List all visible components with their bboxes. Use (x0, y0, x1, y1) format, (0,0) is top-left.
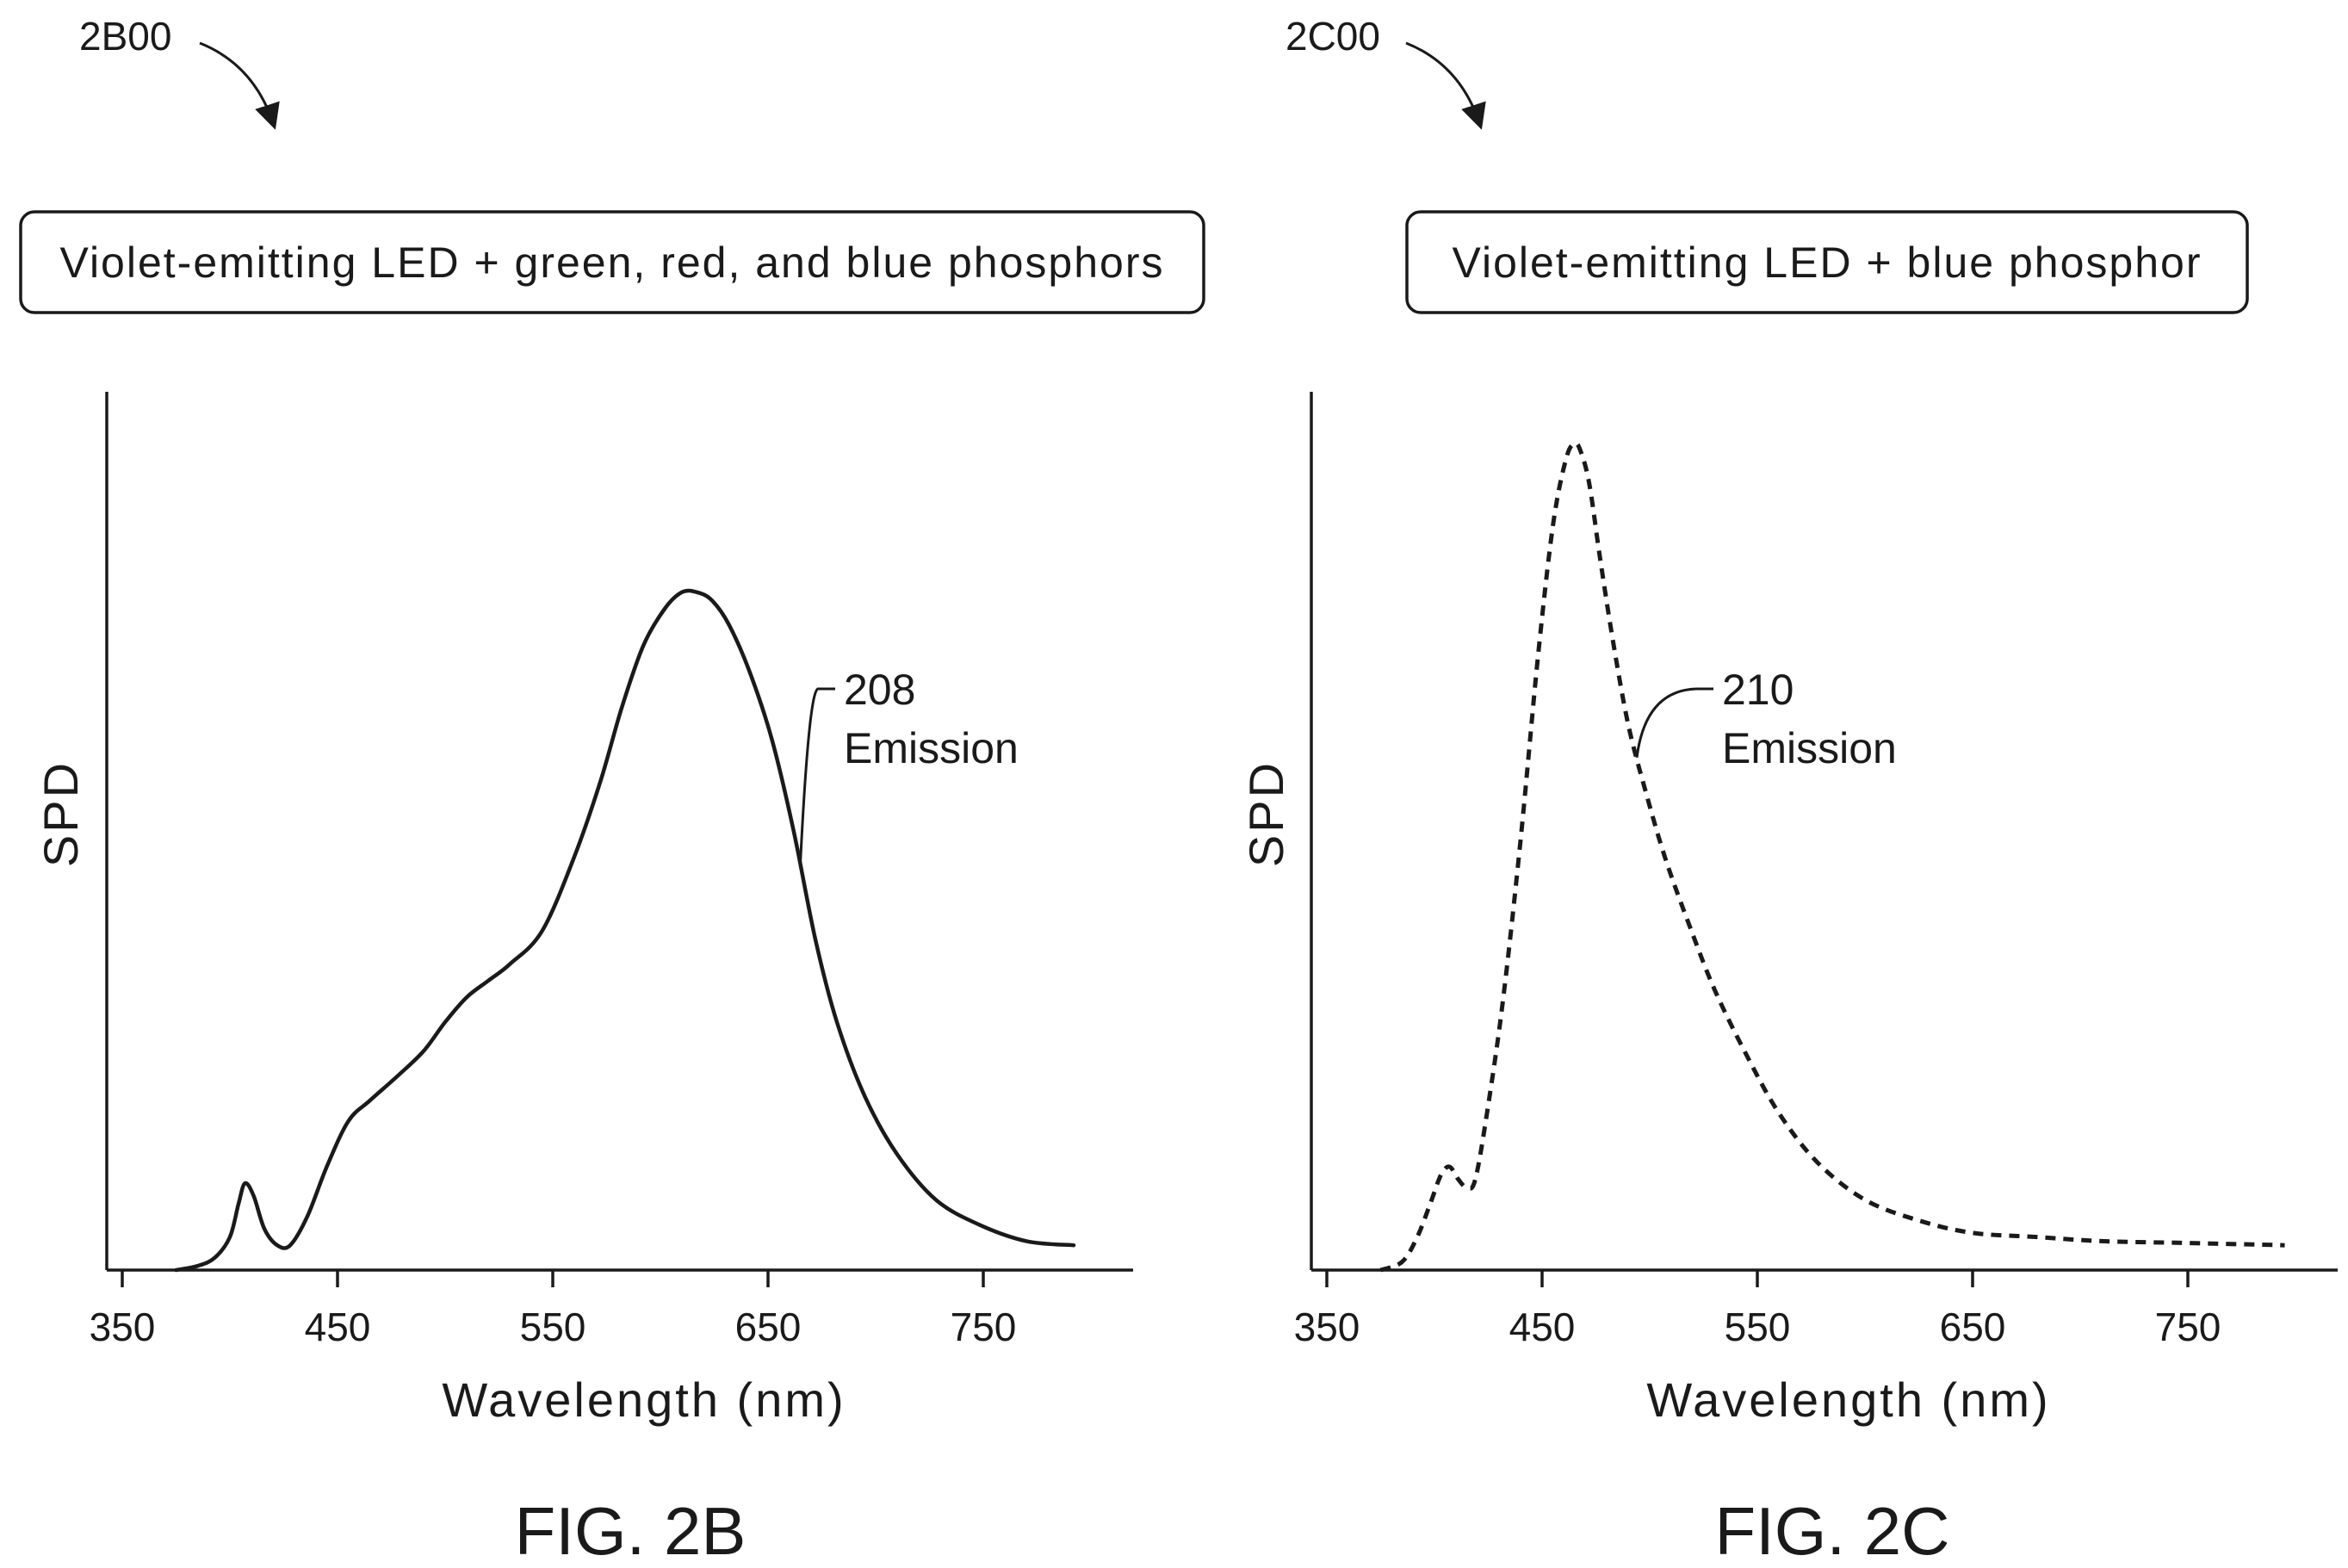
x-axis-label-2c: Wavelength (nm) (1646, 1373, 2050, 1427)
panel-fig-2c: 2C00 Violet-emitting LED + blue phosphor… (1239, 14, 2338, 1568)
x-tick-label: 650 (1940, 1305, 2006, 1349)
x-tick-label: 450 (1509, 1305, 1576, 1349)
reference-arrow-2c00 (1405, 41, 1486, 130)
chart-title-2b: Violet-emitting LED + green, red, and bl… (60, 239, 1165, 287)
annotation-number-210: 210 (1722, 666, 1794, 714)
x-ticks-2c: 350 450 550 650 750 (1294, 1270, 2221, 1349)
emission-curve-208 (174, 588, 1076, 1273)
annotation-number-208: 208 (844, 666, 915, 714)
figure-caption-2c: FIG. 2C (1714, 1493, 1949, 1568)
reference-label-2c00: 2C00 (1286, 14, 1380, 59)
y-axis-label-2c: SPD (1239, 760, 1293, 867)
x-tick-label: 550 (520, 1305, 586, 1349)
annotation-text-emission-2c: Emission (1722, 724, 1897, 772)
annotation-leader-210 (1635, 687, 1713, 758)
annotation-leader-208 (799, 687, 835, 865)
chart-title-box-2b (19, 210, 1205, 314)
figure-caption-2b: FIG. 2B (515, 1493, 747, 1568)
x-tick-label: 550 (1725, 1305, 1791, 1349)
chart-title-2c: Violet-emitting LED + blue phosphor (1453, 239, 2202, 287)
x-axis-label-2b: Wavelength (nm) (442, 1373, 846, 1427)
chart-title-box-2c (1405, 210, 2249, 314)
annotation-text-emission-2b: Emission (844, 724, 1019, 772)
x-tick-label: 750 (2155, 1305, 2221, 1349)
x-tick-label: 650 (735, 1305, 802, 1349)
x-tick-label: 350 (90, 1305, 156, 1349)
x-ticks-2b: 350 450 550 650 750 (90, 1270, 1017, 1349)
x-tick-label: 750 (951, 1305, 1017, 1349)
x-tick-label: 350 (1294, 1305, 1360, 1349)
reference-arrow-2b00 (199, 41, 280, 130)
panel-fig-2b: 2B00 Violet-emitting LED + green, red, a… (19, 14, 1205, 1568)
emission-curve-210 (1379, 441, 2285, 1273)
x-tick-label: 450 (305, 1305, 371, 1349)
y-axis-label-2b: SPD (34, 760, 88, 867)
reference-label-2b00: 2B00 (79, 14, 171, 59)
